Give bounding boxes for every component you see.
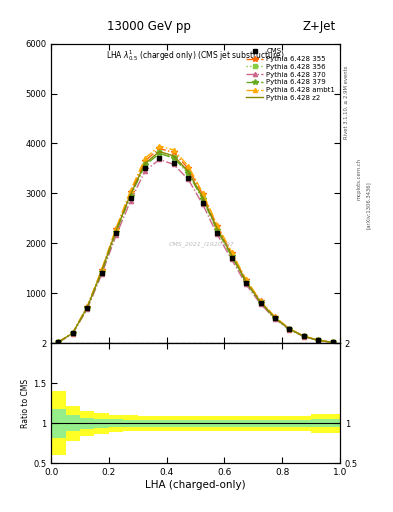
X-axis label: LHA (charged-only): LHA (charged-only) <box>145 480 246 490</box>
Text: mathrm d$\lambda$  mathrm d$\lambda$: mathrm d$\lambda$ mathrm d$\lambda$ <box>0 110 3 176</box>
Text: Rivet 3.1.10, ≥ 2.9M events: Rivet 3.1.10, ≥ 2.9M events <box>344 66 349 139</box>
Y-axis label: Ratio to CMS: Ratio to CMS <box>21 379 30 428</box>
Text: 13000 GeV pp: 13000 GeV pp <box>107 20 191 33</box>
Legend: CMS, Pythia 6.428 355, Pythia 6.428 356, Pythia 6.428 370, Pythia 6.428 379, Pyt: CMS, Pythia 6.428 355, Pythia 6.428 356,… <box>243 46 338 103</box>
Text: LHA $\lambda^{1}_{0.5}$ (charged only) (CMS jet substructure): LHA $\lambda^{1}_{0.5}$ (charged only) (… <box>106 48 285 63</box>
Text: Z+Jet: Z+Jet <box>303 20 336 33</box>
Text: [arXiv:1306.3436]: [arXiv:1306.3436] <box>365 181 371 229</box>
Text: mcplots.cern.ch: mcplots.cern.ch <box>357 158 362 200</box>
Text: $\mathrm{d}^2N$: $\mathrm{d}^2N$ <box>0 58 5 73</box>
Text: CMS_2021_I1920497: CMS_2021_I1920497 <box>168 242 234 247</box>
